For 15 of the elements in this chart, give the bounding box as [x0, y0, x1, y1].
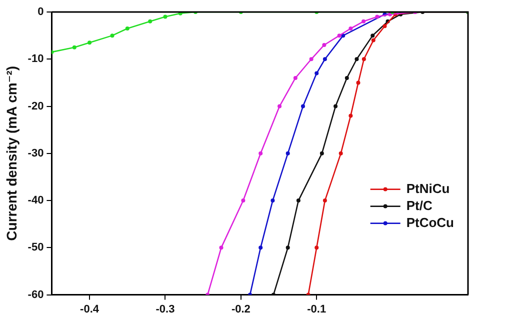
- y-tick-label: -10: [28, 53, 44, 66]
- y-tick-label: 0: [38, 6, 44, 18]
- y-tick-label: -20: [28, 100, 44, 112]
- y-tick-label: -30: [28, 147, 44, 160]
- y-tick-label: -50: [28, 242, 44, 254]
- x-tick-label: -0.2: [231, 303, 250, 316]
- y-tick-label: -40: [28, 194, 44, 207]
- x-tick-label: -0.4: [80, 303, 100, 316]
- legend-label: Pt/C: [406, 198, 433, 213]
- legend-label: PtNiCu: [406, 180, 450, 196]
- legend-label: PtCoCu: [406, 214, 454, 230]
- x-tick-label: -0.3: [156, 303, 175, 316]
- y-tick-label: -60: [28, 288, 44, 301]
- y-axis-title: Current density (mA cm⁻²): [3, 66, 20, 241]
- x-tick-label: -0.1: [307, 303, 326, 316]
